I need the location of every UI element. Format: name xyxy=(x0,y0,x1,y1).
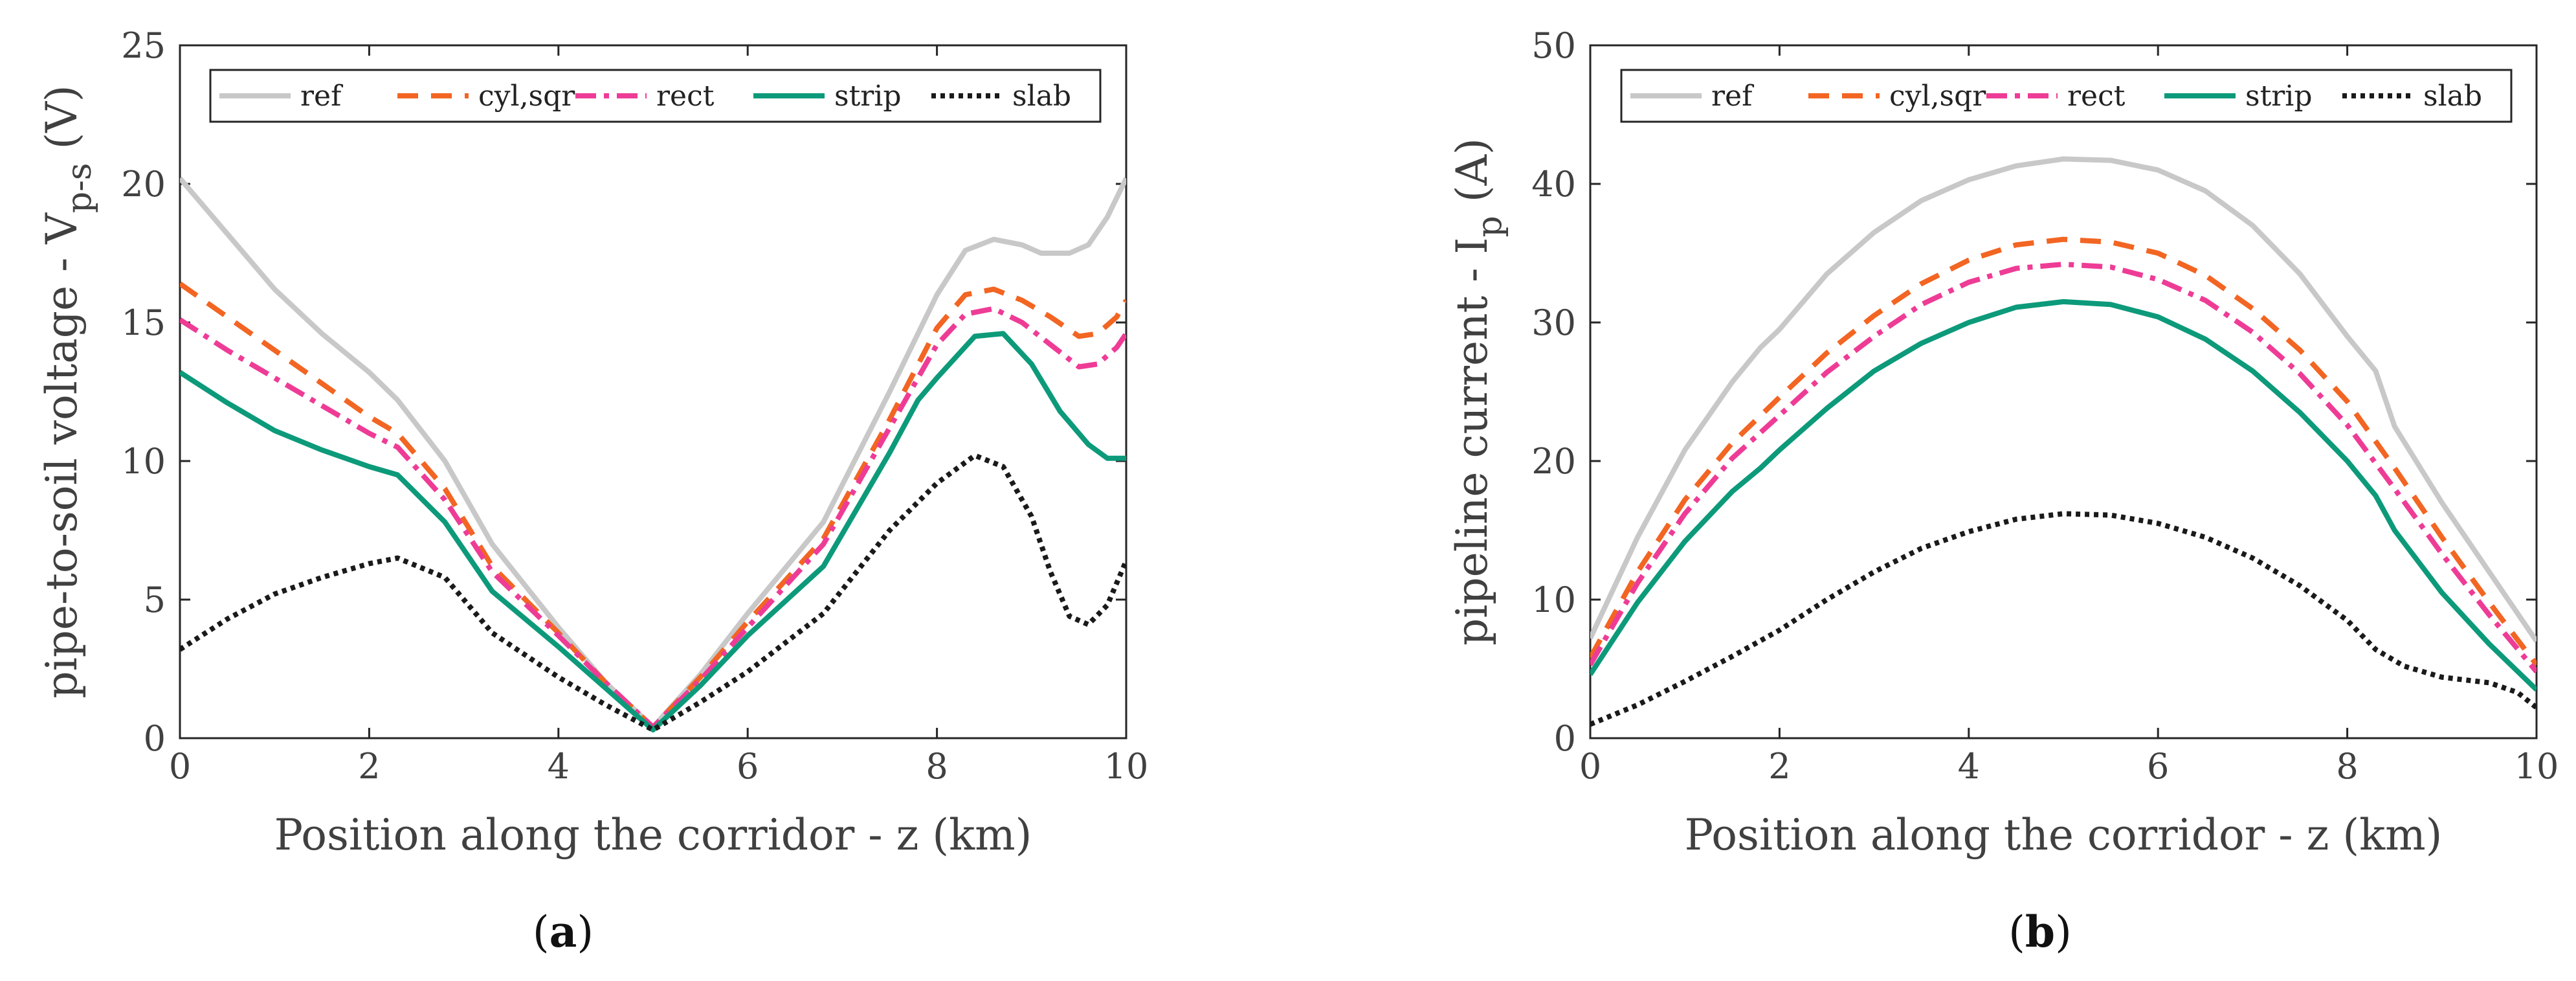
y-tick-label-0: 0 xyxy=(1554,718,1576,759)
series-line-slab xyxy=(1590,511,2537,727)
legend-label-slab: slab xyxy=(1012,80,1071,113)
legend-label-ref: ref xyxy=(1711,80,1754,113)
x-tick-label-0: 0 xyxy=(1579,746,1601,787)
y-tick-label-10: 10 xyxy=(1531,580,1576,620)
legend-box xyxy=(209,69,1102,123)
panel-letter: a xyxy=(550,907,577,957)
y-tick-label-0: 0 xyxy=(144,718,166,759)
x-axis-title: Position along the corridor - z (km) xyxy=(274,810,1032,860)
legend: ref cyl,sqr rect strip slab xyxy=(209,69,1102,123)
series-line-strip xyxy=(1590,299,2537,692)
legend: ref cyl,sqr rect strip slab xyxy=(1620,69,2513,123)
series-group xyxy=(180,176,1126,733)
legend-box xyxy=(1620,69,2513,123)
x-tick-label-4: 4 xyxy=(1958,746,1980,787)
chart-panel-b: 0 2 4 6 8 10 0 10 20 30 40 50 Position along the cor… xyxy=(1447,25,2559,860)
panel-label-a: (a) xyxy=(533,907,594,957)
x-tick-label-10: 10 xyxy=(2515,746,2559,787)
series-line-strip xyxy=(180,331,1126,733)
x-tick-label-0: 0 xyxy=(169,746,191,787)
y-tick-label-15: 15 xyxy=(121,302,166,343)
x-tick-label-8: 8 xyxy=(2336,746,2358,787)
series-line-rect xyxy=(1590,262,2537,673)
legend-label-cyl-sqr: cyl,sqr xyxy=(478,80,575,113)
y-tick-label-50: 50 xyxy=(1531,25,1576,66)
panel-label-b: (b) xyxy=(2008,907,2072,957)
x-tick-label-4: 4 xyxy=(548,746,570,787)
y-tick-label-5: 5 xyxy=(144,580,166,620)
x-tick-label-2: 2 xyxy=(358,746,380,787)
y-tick-label-20: 20 xyxy=(121,164,166,205)
y-tick-label-25: 25 xyxy=(121,25,166,66)
legend-label-slab: slab xyxy=(2423,80,2482,113)
series-group xyxy=(1590,156,2537,727)
x-tick-label-6: 6 xyxy=(2147,746,2169,787)
legend-label-ref: ref xyxy=(300,80,343,113)
y-axis-title: pipeline current - Ip (A) xyxy=(1447,138,1509,646)
x-tick-label-6: 6 xyxy=(737,746,759,787)
x-tick-label-10: 10 xyxy=(1104,746,1149,787)
plot-frame xyxy=(179,44,1127,739)
series-line-cyl-sqr xyxy=(180,281,1126,730)
y-tick-label-40: 40 xyxy=(1531,164,1576,205)
series-line-cyl-sqr xyxy=(1590,236,2537,667)
x-tick-label-8: 8 xyxy=(926,746,948,787)
y-axis-title: pipe-to-soil voltage - Vp-s (V) xyxy=(37,85,99,698)
series-line-slab xyxy=(180,453,1126,733)
y-tick-label-20: 20 xyxy=(1531,441,1576,482)
x-tick-label-2: 2 xyxy=(1768,746,1790,787)
series-line-ref xyxy=(1590,156,2537,643)
legend-label-cyl-sqr: cyl,sqr xyxy=(1889,80,1986,113)
chart-panel-a: 0 2 4 6 8 10 0 5 10 15 20 25 Position along the corr… xyxy=(37,25,1148,860)
legend-label-rect: rect xyxy=(2067,80,2126,113)
legend-label-strip: strip xyxy=(2245,80,2313,113)
legend-label-strip: strip xyxy=(834,80,902,113)
plot-frame xyxy=(1589,44,2538,739)
y-tick-label-30: 30 xyxy=(1531,302,1576,343)
panel-letter: b xyxy=(2025,907,2055,957)
series-line-rect xyxy=(180,306,1126,730)
legend-label-rect: rect xyxy=(656,80,715,113)
series-line-ref xyxy=(180,176,1126,730)
x-axis-title: Position along the corridor - z (km) xyxy=(1685,810,2443,860)
y-tick-label-10: 10 xyxy=(121,441,166,482)
